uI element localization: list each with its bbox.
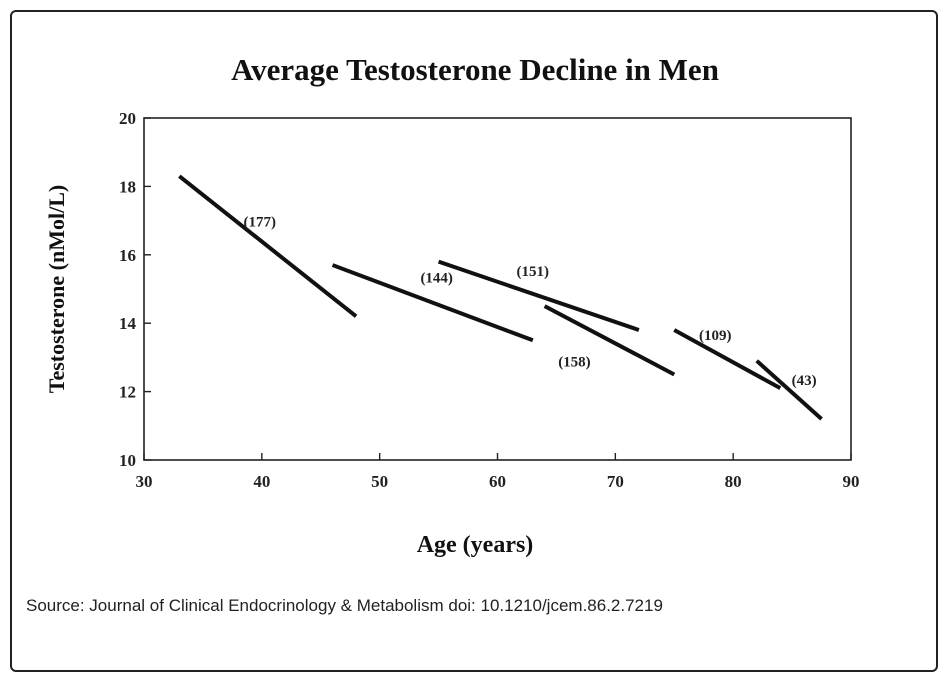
axis-ticks: 30 40 50 60 70 80 90 10 12 14 16 18 20 bbox=[119, 109, 860, 491]
x-tick-label: 40 bbox=[253, 472, 270, 491]
series-label: (177) bbox=[243, 214, 276, 230]
y-axis-label: Testosterone (nMol/L) bbox=[44, 185, 69, 393]
series-line bbox=[543, 304, 676, 377]
y-tick-label: 10 bbox=[119, 451, 136, 470]
y-tick-label: 18 bbox=[119, 177, 136, 196]
series-line bbox=[755, 359, 823, 421]
series-line bbox=[673, 328, 782, 390]
series-line bbox=[178, 174, 358, 318]
series-line bbox=[437, 259, 640, 332]
x-tick-label: 50 bbox=[371, 472, 388, 491]
chart-title: Average Testosterone Decline in Men bbox=[231, 52, 719, 87]
series-label: (109) bbox=[699, 328, 732, 344]
series-line bbox=[331, 263, 534, 343]
plot-area bbox=[143, 117, 852, 461]
x-axis-label: Age (years) bbox=[417, 532, 534, 558]
series-label: (151) bbox=[516, 264, 549, 280]
series-label: (144) bbox=[420, 271, 453, 287]
x-tick-label: 90 bbox=[843, 472, 860, 491]
y-tick-label: 20 bbox=[119, 109, 136, 128]
chart-frame bbox=[10, 10, 938, 672]
y-tick-label: 12 bbox=[119, 383, 136, 402]
y-tick-label: 14 bbox=[119, 314, 137, 333]
x-tick-label: 70 bbox=[607, 472, 624, 491]
x-tick-label: 60 bbox=[489, 472, 506, 491]
series-label: (43) bbox=[792, 373, 817, 389]
y-tick-label: 16 bbox=[119, 246, 136, 265]
x-tick-label: 30 bbox=[136, 472, 153, 491]
series-label: (158) bbox=[558, 354, 591, 370]
source-citation: Source: Journal of Clinical Endocrinolog… bbox=[26, 596, 663, 615]
series-group: (177) (144) (151) (158) (109) (43) bbox=[178, 174, 823, 421]
x-tick-label: 80 bbox=[725, 472, 742, 491]
